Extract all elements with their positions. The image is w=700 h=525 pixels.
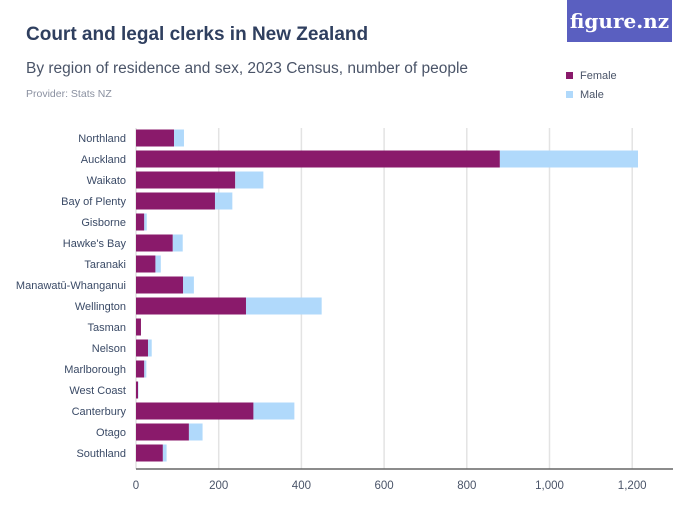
x-tick-label: 1,000 xyxy=(535,480,564,492)
bar-male xyxy=(174,129,184,147)
bar-male xyxy=(245,297,322,315)
bar-male xyxy=(144,360,147,378)
x-tick-label: 800 xyxy=(457,480,476,492)
bar-male xyxy=(183,276,194,294)
bar-male xyxy=(188,423,203,441)
bar-female xyxy=(136,381,139,399)
legend-swatch-female xyxy=(566,72,573,79)
legend-item-female: Female xyxy=(566,66,617,85)
legend-label-male: Male xyxy=(580,88,604,101)
bar-female xyxy=(136,213,145,231)
category-label: Hawke's Bay xyxy=(63,238,127,250)
category-label: Tasman xyxy=(87,322,126,334)
figure-nz-logo[interactable]: figure.nz xyxy=(567,0,672,42)
x-tick-label: 600 xyxy=(375,480,394,492)
bar-male xyxy=(147,339,152,357)
category-label: West Coast xyxy=(69,385,126,397)
category-label: Marlborough xyxy=(64,364,126,376)
legend-label-female: Female xyxy=(580,69,617,82)
bar-female xyxy=(136,234,173,252)
category-label: Bay of Plenty xyxy=(61,196,126,208)
category-label: Nelson xyxy=(92,343,126,355)
category-label: Otago xyxy=(96,427,126,439)
bar-male xyxy=(162,444,167,462)
x-tick-label: 400 xyxy=(292,480,311,492)
bar-female xyxy=(136,150,500,168)
chart-title: Court and legal clerks in New Zealand xyxy=(26,24,369,45)
chart-subtitle: By region of residence and sex, 2023 Cen… xyxy=(26,60,469,77)
bar-male xyxy=(235,171,264,189)
category-label: Canterbury xyxy=(72,406,127,418)
bar-female xyxy=(136,192,215,210)
bar-female xyxy=(136,360,145,378)
category-label: Gisborne xyxy=(81,217,126,229)
bar-female xyxy=(136,423,189,441)
legend: Female Male xyxy=(566,66,617,104)
x-tick-label: 0 xyxy=(133,480,139,492)
bar-male xyxy=(155,255,161,273)
category-label: Taranaki xyxy=(84,259,126,271)
x-tick-label: 200 xyxy=(209,480,228,492)
provider-text: Provider: Stats NZ xyxy=(26,88,112,100)
bar-male xyxy=(172,234,183,252)
category-label: Northland xyxy=(78,133,126,145)
bar-female xyxy=(136,444,163,462)
category-label: Auckland xyxy=(81,154,126,166)
bar-female xyxy=(136,255,156,273)
bar-female xyxy=(136,318,141,336)
bar-male xyxy=(144,213,147,231)
x-tick-label: 1,200 xyxy=(618,480,647,492)
bar-female xyxy=(136,129,175,147)
bar-male xyxy=(499,150,638,168)
bar-female xyxy=(136,171,236,189)
bar-male xyxy=(253,402,295,420)
bar-female xyxy=(136,297,246,315)
category-label: Manawatū-Whanganui xyxy=(16,280,126,292)
bar-female xyxy=(136,339,148,357)
bar-male xyxy=(214,192,233,210)
bar-female xyxy=(136,276,184,294)
legend-item-male: Male xyxy=(566,85,617,104)
category-label: Wellington xyxy=(75,301,126,313)
legend-swatch-male xyxy=(566,91,573,98)
category-label: Southland xyxy=(76,448,126,460)
bar-female xyxy=(136,402,254,420)
category-label: Waikato xyxy=(87,175,126,187)
